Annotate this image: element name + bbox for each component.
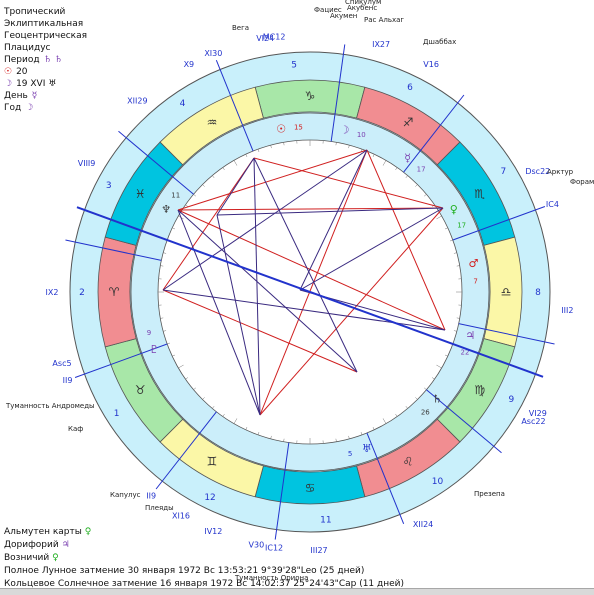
fixed-star-label: Туманность Андромеды xyxy=(5,402,95,410)
house-cusp-label: Asc22 xyxy=(521,417,545,426)
fixed-star-label: Каф xyxy=(68,425,83,433)
fixed-star-label: Презепа xyxy=(474,490,505,498)
zodiac-sign-icon: ♉ xyxy=(135,383,146,397)
house-cusp-label: II9 xyxy=(63,376,73,385)
vozn-row: Возничий ♀ xyxy=(4,552,404,565)
planet-degree: 26 xyxy=(421,408,430,416)
planet-icon[interactable]: ♃ xyxy=(465,329,475,342)
house-cusp-label: IC4 xyxy=(546,200,559,209)
zodiac-sign-icon: ♈ xyxy=(109,285,120,299)
zodiac-sign-icon: ♎ xyxy=(501,285,512,299)
zodiac-sign-icon: ♊ xyxy=(207,455,218,469)
vozn-label: Возничий xyxy=(4,553,49,563)
house-number-label: 4 xyxy=(180,99,186,109)
house-number-label: 12 xyxy=(204,493,215,503)
doriphory-row: Дорифорий ♃ xyxy=(4,539,404,552)
house-cusp-label: V16 xyxy=(423,60,439,69)
zodiac-sign-icon: ♑ xyxy=(305,89,316,103)
zodiac-sign-icon: ♒ xyxy=(207,115,218,129)
zodiac-sign-icon: ♓ xyxy=(135,187,146,201)
doriphory-label: Дорифорий xyxy=(4,540,59,550)
house-cusp-label: XI30 xyxy=(204,49,222,58)
fixed-star-label: Дшаббах xyxy=(423,38,456,46)
house-number-label: 11 xyxy=(320,515,331,525)
planet-icon[interactable]: ♀ xyxy=(450,203,458,216)
fixed-star-label: Арктур xyxy=(547,168,574,176)
house-cusp-label: IX2 xyxy=(46,288,59,297)
fixed-star-label: Капулус xyxy=(110,491,141,499)
house-number-label: 9 xyxy=(508,395,514,405)
chart-footer: Альмутен карты ♀ Дорифорий ♃ Возничий ♀ … xyxy=(4,526,404,591)
planet-degree: 5 xyxy=(348,450,352,458)
house-number-label: 6 xyxy=(407,83,413,93)
planet-icon[interactable]: ☉ xyxy=(276,123,286,136)
house-number-label: 2 xyxy=(79,288,85,298)
house-number-label: 5 xyxy=(291,61,297,71)
zodiac-sign-icon: ♏ xyxy=(474,187,485,201)
house-cusp-label: X9 xyxy=(184,60,195,69)
venus-icon-2: ♀ xyxy=(52,553,59,563)
planet-icon[interactable]: ☿ xyxy=(404,152,411,165)
almuten-row: Альмутен карты ♀ xyxy=(4,526,404,539)
house-cusp-label: II9 xyxy=(146,491,156,500)
house-cusp-label: IX27 xyxy=(372,40,390,49)
lunar-eclipse-info: Полное Лунное затмение 30 января 1972 Вс… xyxy=(4,565,404,578)
fixed-star-label: Рас Альхаг xyxy=(364,16,404,24)
fixed-star-label: Плеяды xyxy=(145,504,174,512)
fixed-star-label: Форамен xyxy=(570,178,594,186)
planet-icon[interactable]: ☽ xyxy=(340,124,350,137)
house-cusp-label: XII29 xyxy=(127,96,147,105)
planet-degree: 10 xyxy=(357,131,366,139)
house-number-label: 8 xyxy=(535,288,541,298)
planet-icon[interactable]: ♄ xyxy=(432,393,442,406)
house-cusp-label: Asc5 xyxy=(52,359,71,368)
house-number-label: 1 xyxy=(114,409,120,419)
planet-degree: 17 xyxy=(417,166,426,174)
planet-icon[interactable]: ♆ xyxy=(161,203,171,216)
house-cusp-label: III2 xyxy=(561,306,573,315)
planet-degree: 11 xyxy=(171,191,180,199)
house-cusp-label: XII24 xyxy=(413,520,433,529)
zodiac-sign-icon: ♐ xyxy=(403,115,414,129)
zodiac-sign-icon: ♌ xyxy=(403,455,414,469)
planet-degree: 9 xyxy=(147,329,151,337)
venus-icon: ♀ xyxy=(85,527,92,537)
house-cusp-label: VI24 xyxy=(256,34,274,43)
jupiter-icon: ♃ xyxy=(62,540,70,550)
house-cusp-label: VIII9 xyxy=(78,159,96,168)
house-number-label: 10 xyxy=(432,477,444,487)
planet-degree: 7 xyxy=(473,277,477,285)
planet-icon[interactable]: ♅ xyxy=(362,442,372,455)
fixed-star-label: Вега xyxy=(232,24,249,32)
planet-degree: 15 xyxy=(294,123,303,131)
house-number-label: 3 xyxy=(106,181,112,191)
fixed-star-label: Акумен xyxy=(330,12,357,20)
planet-degree: 17 xyxy=(457,221,466,229)
zodiac-sign-icon: ♍ xyxy=(474,383,485,397)
planet-icon[interactable]: ♇ xyxy=(149,343,159,356)
zodiac-sign-icon: ♋ xyxy=(305,481,316,495)
house-cusp-label: XI16 xyxy=(172,511,190,520)
almuten-label: Альмутен карты xyxy=(4,527,82,537)
house-number-label: 7 xyxy=(500,167,506,177)
planet-icon[interactable]: ♂ xyxy=(469,257,479,270)
fixed-star-label: Спикулум xyxy=(345,0,381,6)
